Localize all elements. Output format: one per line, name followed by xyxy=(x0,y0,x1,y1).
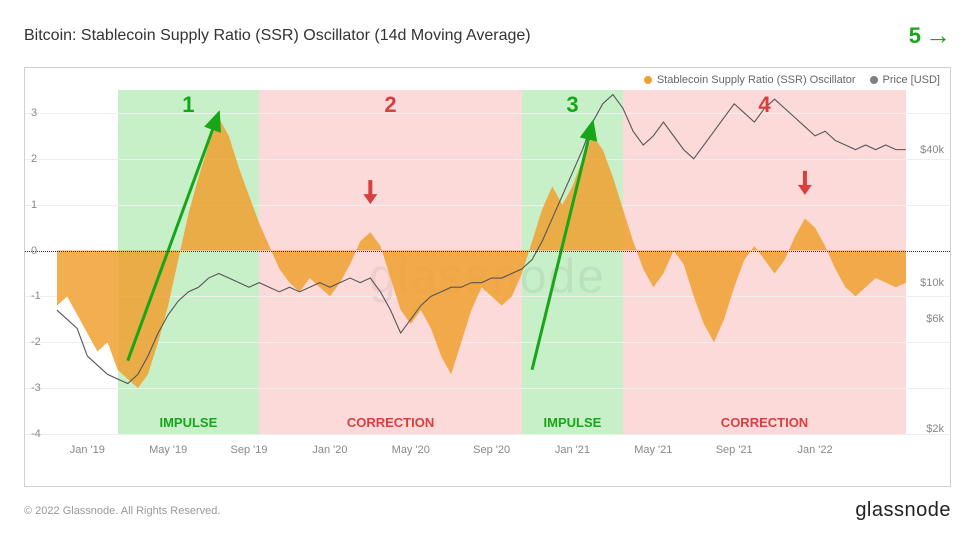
correction-arrow-icon xyxy=(798,171,812,195)
y-left-tick: -4 xyxy=(31,428,41,440)
x-tick: Sep '21 xyxy=(716,444,753,456)
x-tick: May '21 xyxy=(634,444,672,456)
y-left-tick: -2 xyxy=(31,336,41,348)
y-left-tick: 2 xyxy=(31,153,37,165)
y-right-tick: $6k xyxy=(926,313,944,325)
phase-label: CORRECTION xyxy=(347,415,434,430)
y-right-tick: $2k xyxy=(926,423,944,435)
phase-5-indicator: 5 → xyxy=(909,20,951,51)
phase-label: CORRECTION xyxy=(721,415,808,430)
x-tick: Sep '20 xyxy=(473,444,510,456)
phase-number: 2 xyxy=(384,92,396,118)
y-left-tick: 0 xyxy=(31,245,37,257)
chart-container: Bitcoin: Stablecoin Supply Ratio (SSR) O… xyxy=(0,0,975,549)
legend-label-ssr: Stablecoin Supply Ratio (SSR) Oscillator xyxy=(657,74,856,86)
legend: Stablecoin Supply Ratio (SSR) Oscillator… xyxy=(644,74,940,86)
x-tick: Jan '22 xyxy=(797,444,832,456)
legend-item-price: Price [USD] xyxy=(870,74,940,86)
brand-logo: glassnode xyxy=(855,499,951,522)
x-tick: Jan '19 xyxy=(70,444,105,456)
phase-label: IMPULSE xyxy=(159,415,217,430)
phase-5-number: 5 xyxy=(909,23,921,49)
copyright: © 2022 Glassnode. All Rights Reserved. xyxy=(24,505,220,517)
legend-item-ssr: Stablecoin Supply Ratio (SSR) Oscillator xyxy=(644,74,856,86)
phase-5-arrow-icon: → xyxy=(925,20,951,51)
y-left-tick: -1 xyxy=(31,290,41,302)
correction-arrow-icon xyxy=(363,180,377,204)
x-tick: Jan '20 xyxy=(312,444,347,456)
x-tick: Jan '21 xyxy=(555,444,590,456)
phase-number: 1 xyxy=(182,92,194,118)
phase-number: 3 xyxy=(566,92,578,118)
y-left-tick: 1 xyxy=(31,199,37,211)
zero-baseline xyxy=(25,251,950,252)
y-right-tick: $40k xyxy=(920,144,944,156)
phase-number: 4 xyxy=(758,92,770,118)
y-left-tick: 3 xyxy=(31,107,37,119)
chart-plot-area: Stablecoin Supply Ratio (SSR) Oscillator… xyxy=(24,67,951,487)
y-left-tick: -3 xyxy=(31,382,41,394)
x-tick: May '20 xyxy=(392,444,430,456)
header: Bitcoin: Stablecoin Supply Ratio (SSR) O… xyxy=(24,20,951,51)
y-right-tick: $10k xyxy=(920,277,944,289)
legend-dot-ssr xyxy=(644,76,652,84)
legend-label-price: Price [USD] xyxy=(883,74,940,86)
oscillator-area xyxy=(57,118,906,389)
phase-label: IMPULSE xyxy=(544,415,602,430)
x-tick: May '19 xyxy=(149,444,187,456)
footer: © 2022 Glassnode. All Rights Reserved. g… xyxy=(24,499,951,522)
x-tick: Sep '19 xyxy=(231,444,268,456)
chart-title: Bitcoin: Stablecoin Supply Ratio (SSR) O… xyxy=(24,27,531,45)
legend-dot-price xyxy=(870,76,878,84)
